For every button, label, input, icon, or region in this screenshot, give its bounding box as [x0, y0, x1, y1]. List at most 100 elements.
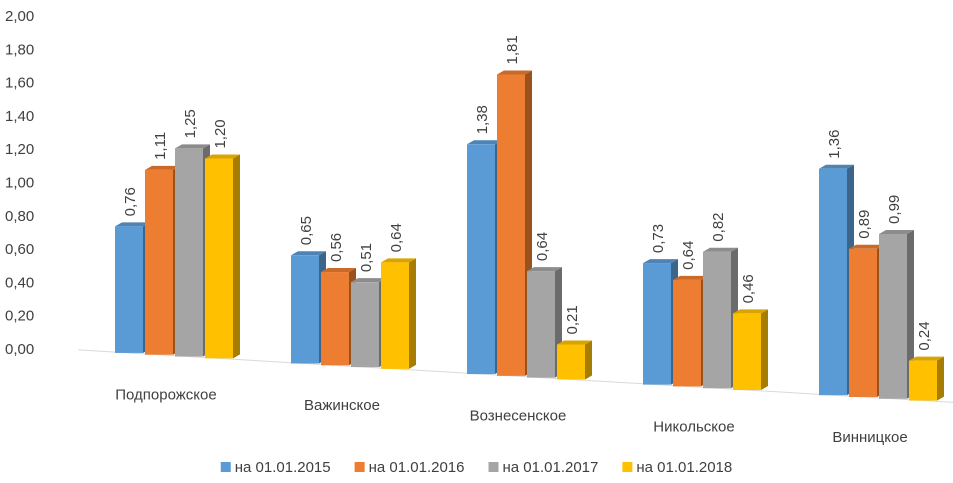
bar-front [351, 282, 379, 368]
bar-front [467, 144, 495, 375]
bar [497, 70, 532, 376]
bar-top [879, 229, 914, 234]
bar-top [175, 144, 210, 149]
data-label: 0,76 [122, 187, 139, 216]
bar-top [849, 244, 884, 249]
bar-front [145, 169, 173, 355]
y-tick-label: 1,00 [5, 174, 34, 191]
data-label: 1,36 [826, 130, 843, 159]
bar-top [321, 268, 356, 273]
bar-top [291, 251, 326, 256]
floor [77, 349, 953, 403]
bar [205, 154, 240, 359]
x-tick-label: Никольское [653, 418, 734, 435]
legend-label: на 01.01.2016 [369, 459, 465, 476]
legend-swatch [488, 462, 499, 472]
legend-item: на 01.01.2017 [488, 459, 599, 476]
data-label: 0,24 [916, 321, 933, 350]
bar-front [175, 148, 203, 357]
bar-front [205, 158, 233, 359]
bar-front [703, 251, 731, 389]
bar-top [557, 340, 592, 345]
data-label: 0,56 [328, 233, 345, 262]
bar [175, 144, 210, 357]
bar-top [145, 165, 180, 170]
bar-front [291, 255, 319, 364]
bar-side [409, 258, 416, 369]
legend-label: на 01.01.2017 [503, 459, 599, 476]
bar-top [703, 247, 738, 252]
bar-front [879, 233, 907, 399]
data-label: 0,46 [740, 274, 757, 303]
bar-front [321, 272, 349, 366]
bar [467, 140, 502, 375]
y-tick-label: 1,80 [5, 41, 34, 58]
bar [321, 268, 356, 366]
bar-front [643, 263, 671, 385]
legend-item: на 01.01.2015 [220, 459, 331, 476]
bar [381, 258, 416, 369]
x-tick-label: Подпорожское [115, 387, 216, 404]
data-label: 0,64 [534, 232, 551, 261]
x-tick-label: Важинское [304, 397, 380, 414]
bar-front [115, 226, 143, 353]
legend-item: на 01.01.2018 [622, 459, 732, 476]
y-tick-label: 0,20 [5, 308, 34, 325]
bar [673, 275, 708, 387]
bar-front [527, 271, 555, 378]
data-label: 0,64 [388, 223, 405, 252]
bar-top [673, 275, 708, 280]
bar-top [819, 164, 854, 169]
data-label: 0,65 [298, 216, 315, 245]
data-label: 0,21 [564, 305, 581, 334]
bar-side [233, 154, 240, 359]
data-label: 0,51 [358, 243, 375, 272]
bar [291, 251, 326, 364]
bar-front [819, 168, 847, 396]
y-tick-label: 0,80 [5, 208, 34, 225]
bar [115, 222, 150, 353]
bar-top [527, 267, 562, 272]
data-label: 1,20 [212, 119, 229, 148]
bar [909, 356, 944, 401]
x-tick-label: Вознесенское [470, 408, 567, 425]
bar-top [115, 222, 150, 227]
bar-top [467, 140, 502, 145]
legend-swatch [220, 462, 231, 472]
bar-front [733, 313, 761, 391]
data-label: 1,25 [182, 109, 199, 138]
legend-label: на 01.01.2018 [636, 459, 732, 476]
bar-front [673, 279, 701, 387]
y-tick-label: 1,60 [5, 75, 34, 92]
data-label: 0,89 [856, 210, 873, 239]
y-tick-label: 1,20 [5, 141, 34, 158]
bar-top [381, 258, 416, 263]
x-tick-label: Винницкое [832, 429, 907, 446]
bar [703, 247, 738, 389]
data-label: 1,38 [474, 105, 491, 134]
data-label: 1,11 [152, 132, 169, 160]
y-tick-label: 0,60 [5, 241, 34, 258]
y-tick-label: 2,00 [5, 8, 34, 25]
bar-top [733, 309, 768, 314]
bar [527, 267, 562, 378]
y-tick-label: 0,00 [5, 341, 34, 358]
bar-top [497, 70, 532, 75]
data-label: 0,82 [710, 212, 727, 241]
bar-side [761, 309, 768, 391]
data-label: 1,81 [504, 35, 521, 64]
bar [145, 165, 180, 355]
bar [733, 309, 768, 391]
bar-side [585, 340, 592, 380]
legend-swatch [622, 462, 633, 472]
bar [351, 278, 386, 368]
y-tick-label: 0,40 [5, 274, 34, 291]
data-label: 0,64 [680, 241, 697, 270]
y-tick-label: 1,40 [5, 108, 34, 125]
bar-front [849, 248, 877, 397]
bar [819, 164, 854, 396]
legend-label: на 01.01.2015 [235, 459, 331, 476]
bar [643, 259, 678, 385]
legend-item: на 01.01.2016 [354, 459, 465, 476]
